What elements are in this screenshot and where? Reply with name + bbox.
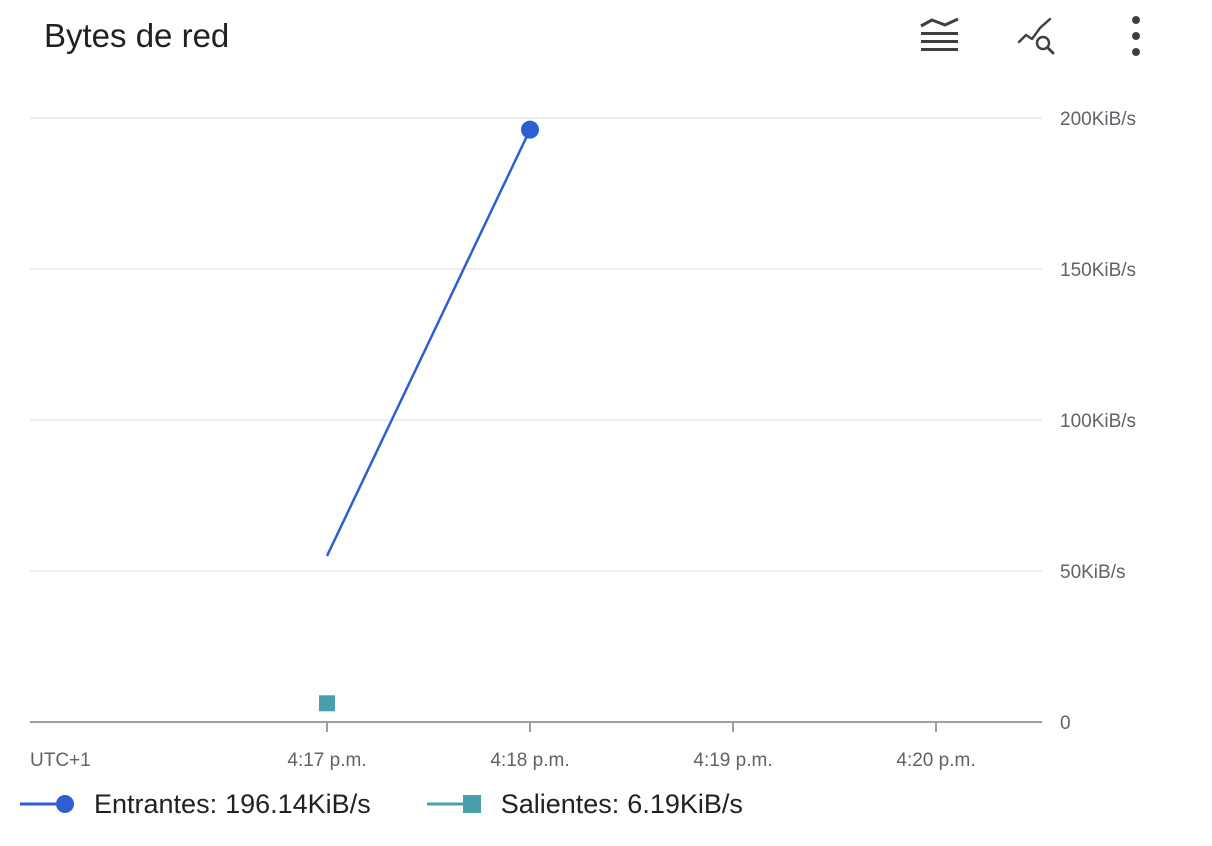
explore-chart-icon <box>1016 16 1060 56</box>
x-tick-label: 4:20 p.m. <box>896 750 975 771</box>
y-tick-label: 150KiB/s <box>1060 260 1136 281</box>
chart-legend: Entrantes: 196.14KiB/s Salientes: 6.19Ki… <box>20 784 799 824</box>
y-tick-label: 50KiB/s <box>1060 562 1125 583</box>
more-vert-icon <box>1130 14 1142 58</box>
data-point-entrantes <box>521 120 539 139</box>
x-tick-label: 4:18 p.m. <box>490 750 569 771</box>
timezone-label: UTC+1 <box>30 750 91 771</box>
data-point-salientes <box>319 695 335 712</box>
x-tick-label: 4:17 p.m. <box>287 750 366 771</box>
legend-item-salientes[interactable]: Salientes: 6.19KiB/s <box>426 788 743 820</box>
x-tick-label: 4:19 p.m. <box>693 750 772 771</box>
y-tick-label: 200KiB/s <box>1060 109 1136 130</box>
legend-label: Entrantes <box>94 788 210 819</box>
chart-plot: 0 50KiB/s 100KiB/s 150KiB/s 200KiB/s UTC+1 4:1… <box>30 109 1136 771</box>
chart-title: Bytes de red <box>44 17 230 54</box>
legend-swatch-salientes <box>426 795 481 813</box>
legend-toggle-icon <box>918 16 962 56</box>
series-line-entrantes <box>325 129 532 557</box>
legend-label: Salientes <box>500 788 612 819</box>
explore-chart-button[interactable] <box>1014 12 1062 60</box>
more-options-button[interactable] <box>1112 12 1160 60</box>
y-tick-label: 0 <box>1060 713 1071 734</box>
legend-value: 196.14KiB/s <box>225 788 371 819</box>
legend-item-entrantes[interactable]: Entrantes: 196.14KiB/s <box>20 789 371 820</box>
y-tick-label: 100KiB/s <box>1060 411 1136 432</box>
legend-value: 6.19KiB/s <box>627 788 743 819</box>
legend-toggle-button[interactable] <box>916 12 964 60</box>
legend-swatch-entrantes <box>20 795 74 813</box>
